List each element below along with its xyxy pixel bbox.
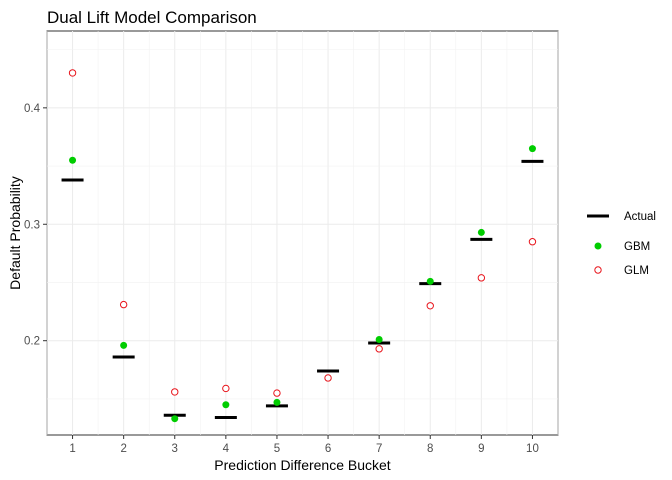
data-marks bbox=[61, 69, 544, 423]
legend-key-glm bbox=[594, 266, 602, 274]
gbm-point bbox=[477, 228, 485, 236]
x-tick-label: 7 bbox=[376, 443, 382, 455]
chart-title: Dual Lift Model Comparison bbox=[47, 8, 257, 27]
legend-label-actual: Actual bbox=[624, 211, 656, 223]
gbm-point bbox=[528, 145, 536, 153]
glm-point bbox=[375, 345, 383, 353]
gbm-point bbox=[426, 277, 434, 285]
glm-point bbox=[119, 300, 128, 309]
y-axis: 0.2 0.3 0.4 bbox=[24, 103, 47, 348]
x-axis-title: Prediction Difference Bucket bbox=[214, 457, 390, 473]
glm-point bbox=[171, 388, 179, 396]
x-tick-label: 3 bbox=[172, 443, 178, 455]
gbm-point bbox=[222, 401, 230, 409]
x-tick-label: 5 bbox=[274, 443, 280, 455]
glm-point bbox=[222, 384, 230, 393]
x-axis: 1 2 3 4 5 6 7 8 9 10 bbox=[69, 435, 539, 455]
glm-point bbox=[273, 389, 281, 397]
y-tick-label: 0.3 bbox=[24, 219, 40, 231]
x-tick-label: 10 bbox=[526, 443, 539, 455]
legend-key-gbm bbox=[594, 242, 602, 250]
gbm-point bbox=[171, 415, 179, 423]
y-tick-label: 0.4 bbox=[24, 103, 41, 115]
legend-label-glm: GLM bbox=[624, 265, 649, 277]
gbm-point bbox=[375, 336, 383, 344]
glm-point bbox=[426, 302, 434, 310]
x-tick-label: 2 bbox=[120, 443, 126, 455]
legend-label-gbm: GBM bbox=[624, 241, 650, 253]
x-tick-label: 6 bbox=[325, 443, 331, 455]
gbm-point bbox=[120, 341, 128, 349]
glm-point bbox=[68, 69, 77, 77]
gbm-point bbox=[273, 398, 281, 406]
glm-point bbox=[324, 374, 332, 382]
glm-point bbox=[477, 274, 486, 282]
x-tick-label: 9 bbox=[478, 443, 484, 455]
glm-point bbox=[528, 238, 537, 246]
legend: Actual GBM GLM bbox=[587, 211, 656, 277]
grid-lines bbox=[46, 31, 559, 435]
x-tick-label: 8 bbox=[427, 443, 433, 455]
y-axis-title: Default Probability bbox=[7, 176, 23, 290]
x-tick-label: 1 bbox=[69, 443, 75, 455]
y-tick-label: 0.2 bbox=[24, 336, 40, 348]
x-tick-label: 4 bbox=[223, 443, 230, 455]
gbm-point bbox=[69, 156, 77, 164]
